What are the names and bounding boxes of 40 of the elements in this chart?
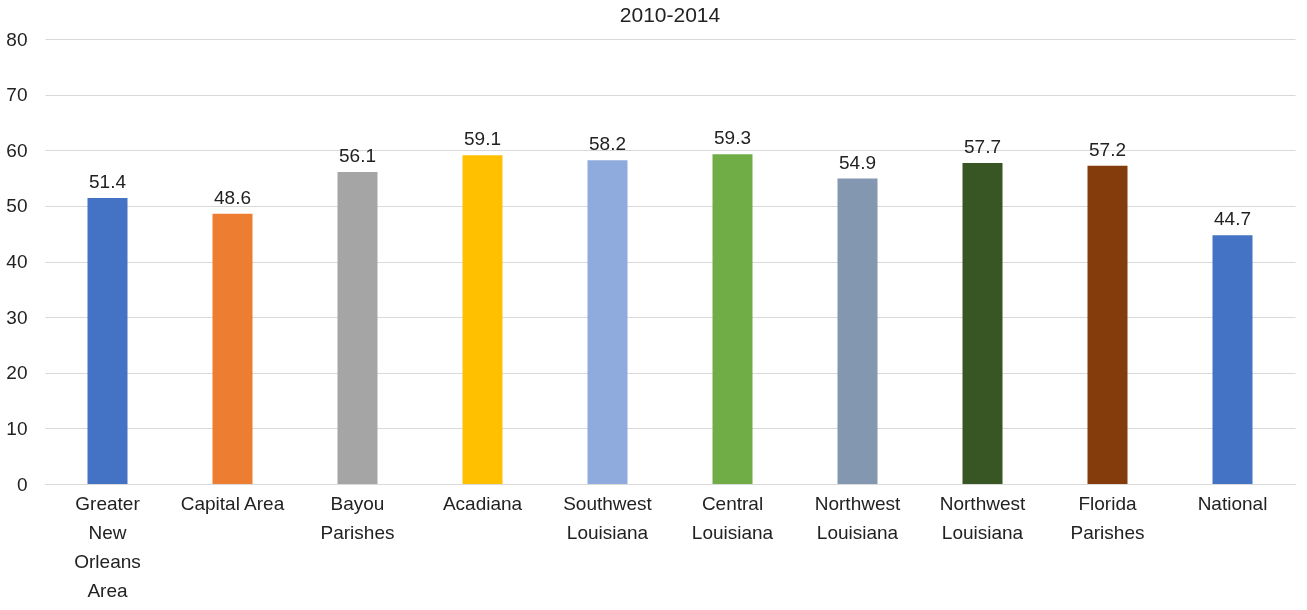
- bar: [1087, 165, 1128, 484]
- bar: [212, 213, 253, 484]
- y-tick-label: 0: [16, 473, 28, 495]
- data-label: 56.1: [339, 144, 376, 166]
- y-tick-label: 70: [6, 84, 28, 106]
- bar: [1212, 235, 1253, 484]
- data-label: 59.3: [714, 127, 751, 149]
- chart-title: 2010-2014: [619, 3, 721, 26]
- bar: [712, 154, 753, 484]
- data-label: 54.9: [839, 151, 876, 173]
- y-tick-label: 40: [6, 251, 28, 272]
- y-tick-label: 50: [6, 195, 28, 217]
- data-label: 57.2: [1089, 138, 1126, 160]
- x-tick-label: Northwest Louisiana: [939, 492, 1026, 543]
- x-tick-label: Bayou Parishes: [320, 492, 395, 543]
- x-tick-label: Northwest Louisiana: [814, 492, 901, 543]
- bar: [587, 160, 628, 484]
- bar: [87, 198, 128, 484]
- bar: [962, 163, 1003, 484]
- x-tick-label: Southwest Louisiana: [563, 492, 653, 543]
- x-tick-label: Central Louisiana: [691, 492, 774, 543]
- y-tick-label: 10: [6, 417, 28, 439]
- data-label: 44.7: [1214, 208, 1251, 230]
- data-label: 57.7: [964, 136, 1001, 158]
- bar: [837, 178, 878, 484]
- x-tick-label: Capital Area: [180, 492, 285, 514]
- x-tick-label: Acadiana: [442, 492, 523, 514]
- y-tick-label: 30: [6, 306, 28, 328]
- y-tick-label: 60: [6, 139, 28, 161]
- bar: [337, 171, 378, 484]
- data-label: 58.2: [589, 133, 626, 155]
- data-label: 48.6: [214, 186, 251, 208]
- x-tick-label: Florida Parishes: [1070, 492, 1145, 543]
- bar: [462, 155, 503, 484]
- x-tick-label: Greater New Orleans Area: [74, 492, 141, 601]
- data-label: 59.1: [464, 128, 501, 150]
- data-label: 51.4: [89, 171, 127, 193]
- y-tick-label: 20: [6, 362, 28, 384]
- y-tick-label: 80: [6, 28, 28, 50]
- x-tick-label: National: [1197, 492, 1268, 514]
